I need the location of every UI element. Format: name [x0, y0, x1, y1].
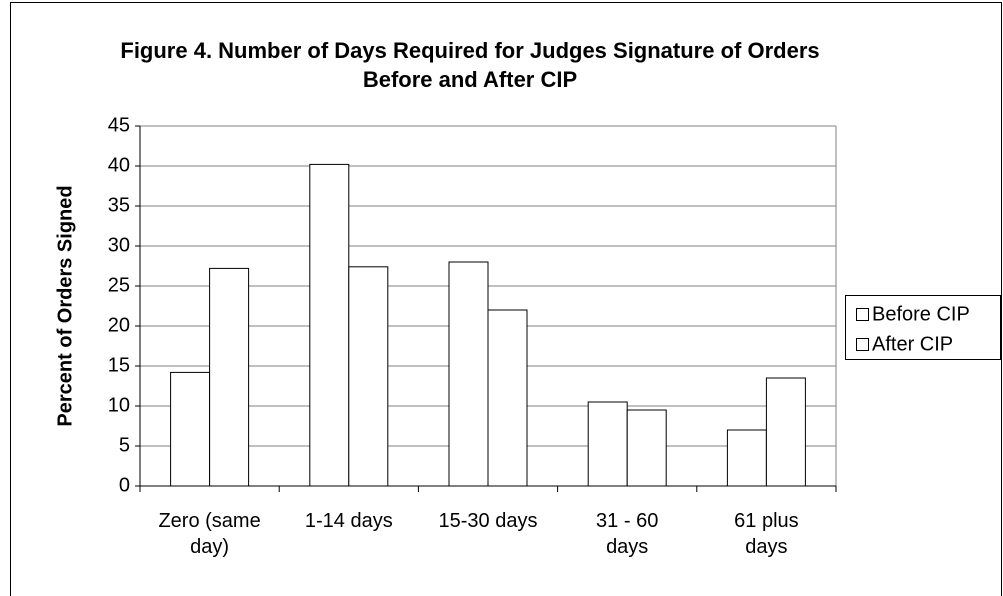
y-axis-label: Percent of Orders Signed	[54, 185, 76, 426]
x-tick-label: 31 - 60 days	[596, 510, 659, 558]
legend-box	[845, 295, 1001, 360]
bar	[765, 377, 806, 487]
x-tick-label: 61 plus days	[734, 510, 799, 558]
legend-label: After CIP	[872, 333, 953, 355]
bar	[448, 261, 489, 487]
bar	[348, 266, 389, 487]
x-tick-label: 1-14 days	[304, 510, 393, 532]
legend-label: Before CIP	[872, 303, 970, 325]
x-tick-label: 15-30 days	[438, 510, 538, 532]
y-tick-label: 0	[119, 474, 130, 496]
y-tick-label: 25	[108, 274, 130, 296]
y-tick-label: 45	[108, 114, 130, 136]
y-tick-label: 10	[108, 394, 130, 416]
y-tick-label: 20	[108, 314, 130, 336]
legend-swatch	[856, 308, 869, 321]
chart-title: Figure 4. Number of Days Required for Ju…	[120, 38, 820, 92]
bar	[209, 267, 250, 487]
y-tick-label: 30	[108, 234, 130, 256]
y-tick-label: 5	[119, 434, 130, 456]
bar	[587, 401, 628, 487]
x-tick-label: Zero (same day)	[158, 510, 261, 558]
bar	[626, 409, 667, 487]
legend-swatch	[856, 338, 869, 351]
bar	[726, 429, 767, 487]
y-tick-label: 15	[108, 354, 130, 376]
y-tick-label: 35	[108, 194, 130, 216]
bar	[487, 309, 528, 487]
bar	[170, 371, 211, 487]
bar	[309, 163, 350, 487]
y-tick-label: 40	[108, 154, 130, 176]
